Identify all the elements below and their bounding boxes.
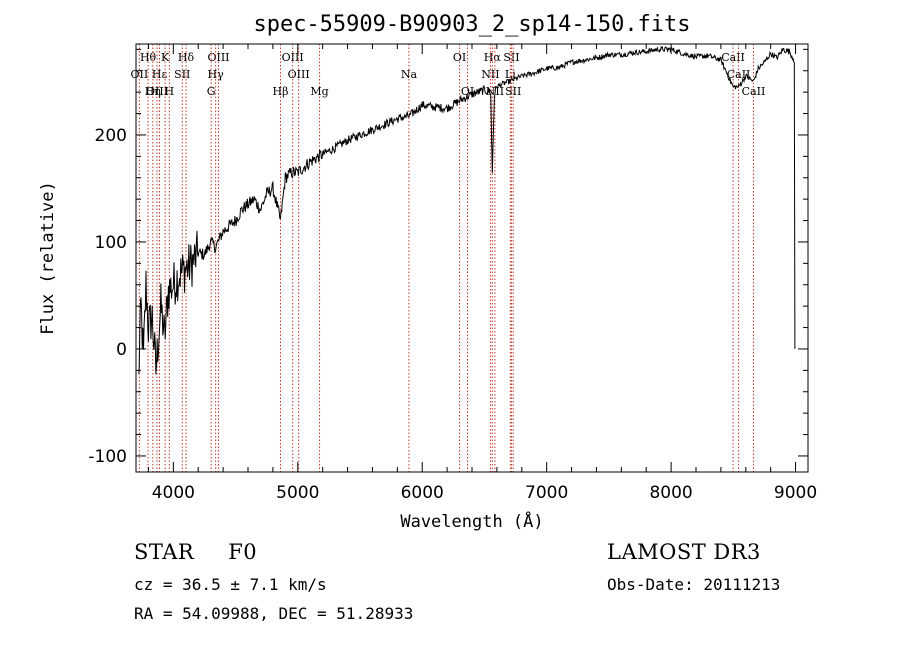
spectral-line-label: SII: [505, 85, 521, 98]
object-class: STAR F0: [134, 540, 257, 564]
subclass-label: F0: [228, 540, 258, 564]
x-axis-label: Wavelength (Å): [400, 510, 543, 532]
y-axis-label: Flux (relative): [38, 181, 58, 335]
spectral-line-label: OI: [453, 51, 466, 64]
spectral-line-label: Hβ: [273, 85, 289, 98]
survey-label: LAMOST DR3: [607, 540, 761, 564]
class-label: STAR: [134, 540, 195, 564]
flux-series-line: [138, 45, 796, 375]
spectral-line-label: Hθ: [140, 51, 157, 64]
spectral-line-label: OIII: [282, 51, 304, 64]
spectral-line-label: OIII: [207, 51, 229, 64]
y-tick-label: -100: [88, 447, 127, 467]
x-tick-label: 4000: [152, 483, 195, 503]
spectral-line-label: Mg: [310, 85, 328, 98]
x-tick-label: 8000: [649, 483, 692, 503]
x-tick-label: 5000: [276, 483, 319, 503]
spectral-line-label: Hγ: [208, 68, 225, 81]
spectral-line-label: H: [165, 85, 175, 98]
spectral-line-label: K: [161, 51, 170, 64]
y-tick-label: 200: [95, 126, 127, 146]
redshift-cz: cz = 36.5 ± 7.1 km/s: [134, 575, 327, 594]
plot-frame: [135, 43, 809, 473]
spectral-line-label: OII: [131, 68, 149, 81]
spectral-line-label: OIII: [288, 68, 310, 81]
spectral-line-label: SII: [174, 68, 190, 81]
y-tick-label: 100: [95, 233, 127, 253]
x-tick-label: 9000: [774, 483, 817, 503]
axis-ticks: 4000 5000 6000 7000 8000 9000 -100 0 100 200: [88, 44, 817, 503]
chart-title: spec-55909-B90903_2_sp14-150.fits: [253, 12, 690, 37]
x-tick-label: 7000: [525, 483, 568, 503]
ra-dec: RA = 54.09988, DEC = 51.28933: [134, 604, 414, 623]
spectral-line-label: G: [207, 85, 216, 98]
spectral-line-label: SII: [503, 51, 519, 64]
spectral-line-label: CaII: [742, 85, 766, 98]
spectral-line-label: Hα: [484, 51, 502, 64]
y-tick-label: 0: [116, 340, 127, 360]
spectral-line-label: Li: [505, 68, 516, 81]
spectral-line-label: Na: [401, 68, 418, 81]
obs-date: Obs-Date: 20111213: [607, 575, 781, 594]
spectral-line-label: NII: [481, 68, 499, 81]
spectral-line-label: CaII: [721, 51, 745, 64]
spectral-line-label: Hε: [152, 68, 168, 81]
x-tick-label: 6000: [401, 483, 444, 503]
spectral-line-label: OIII: [146, 85, 168, 98]
spectral-line-label: Hη: [145, 85, 161, 98]
spectral-line-label: Hδ: [178, 51, 195, 64]
